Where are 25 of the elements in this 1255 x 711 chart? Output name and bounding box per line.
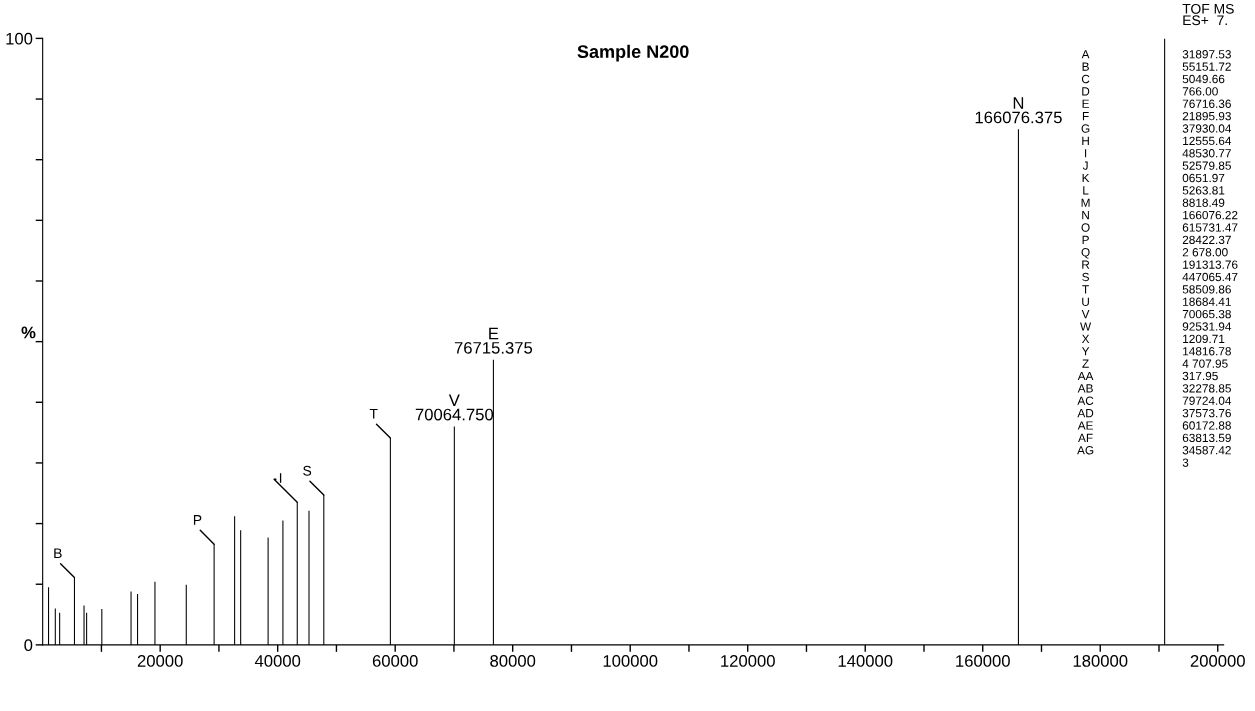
annotation: P [193, 515, 202, 525]
annotation: N 166076.375 [975, 97, 1062, 124]
x-tick-label: 40000 [254, 655, 301, 667]
x-tick-label: 100000 [603, 655, 658, 667]
text: TOF MS ES+ 7. [1182, 3, 1234, 26]
x-tick-label: 80000 [490, 655, 536, 667]
annotation: S [303, 465, 312, 476]
x-tick-label: 140000 [838, 655, 893, 667]
chart-title: Sample N200 [577, 44, 689, 62]
annotation: V 70064.750 [415, 394, 494, 421]
annotation: T [369, 408, 378, 419]
x-tick-label: 60000 [372, 655, 418, 667]
text: 31897.53 55151.72 5049.66 766.00 76716.36 21895.93 37930.04 12555.64 48530.77 52579.85 0651.97 5263.81 8818.49 166076.22 615731.47 28422.37 2 678.00 191313.76 447065.47 58509.86 18684.41 70065.38 92531.94 1209.71 14816.78 4 707.95 317.95 32278.85 79724.04 37573.76 60172.88 63813.59 34587.42 3 [1182, 50, 1238, 467]
y-tick-label: 0 [24, 639, 33, 652]
x-tick-label: 20000 [137, 655, 183, 667]
annotation: I [279, 473, 282, 483]
x-tick-label: 160000 [956, 655, 1010, 667]
x-tick-label: 200000 [1190, 655, 1245, 667]
annotation: B [54, 548, 62, 559]
y-tick-label: 100 [6, 32, 33, 45]
x-tick-label: 120000 [721, 655, 775, 667]
x-tick-label: 180000 [1073, 655, 1128, 667]
annotation: E 76715.375 [454, 327, 533, 354]
text: A B C D E F G H I J K L M N O P Q R S T U V W X Y Z AA AB AC AD AE AF AG [1077, 50, 1094, 455]
y-axis-title: % [21, 326, 36, 339]
